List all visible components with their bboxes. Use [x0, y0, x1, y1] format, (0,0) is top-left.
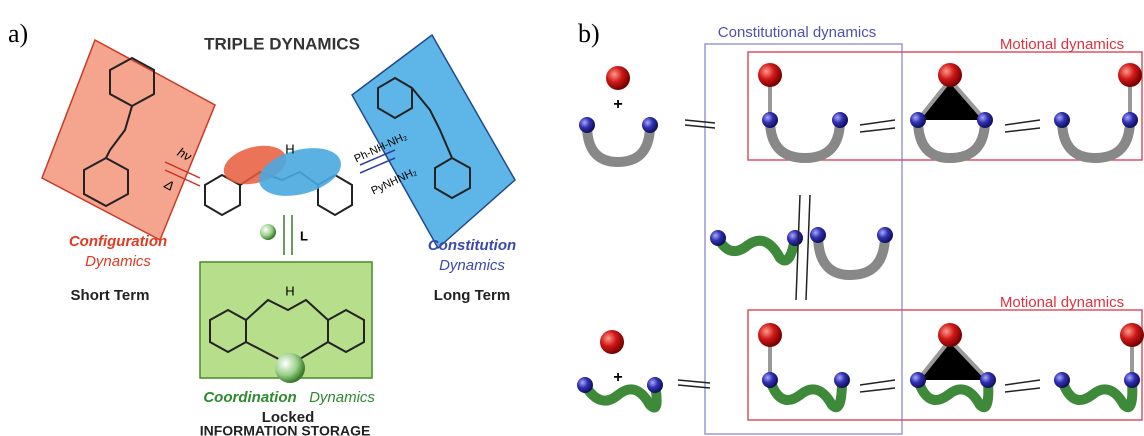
- label: Dynamics: [309, 389, 375, 406]
- path-shape: [718, 238, 795, 261]
- label: Constitutional dynamics: [718, 24, 876, 41]
- circle-shape: [938, 63, 962, 87]
- label: b): [578, 19, 600, 48]
- label: Short Term: [71, 287, 150, 304]
- path-shape: [1062, 120, 1130, 158]
- path-shape: [860, 120, 895, 132]
- figure: a) TRIPLE DYNAMICS H H L hν Δ Ph-NH-NH₂ …: [0, 0, 1144, 436]
- path-shape: [1005, 120, 1040, 132]
- text-shape: H: [285, 141, 294, 156]
- circle-shape: [647, 377, 663, 393]
- label: +: [613, 96, 622, 113]
- label: Motional dynamics: [1000, 294, 1124, 311]
- path-shape: [1062, 380, 1132, 407]
- label: Long Term: [434, 287, 510, 304]
- panel-b: b) Constitutional dynamics Motional dyna…: [577, 19, 1144, 434]
- circle-shape: [938, 323, 962, 347]
- path-shape: [818, 235, 885, 275]
- label: Dynamics: [85, 253, 151, 270]
- label: Dynamics: [439, 257, 505, 274]
- circle-shape: [1054, 112, 1070, 128]
- circle-shape: [710, 230, 726, 246]
- circle-shape: [579, 117, 595, 133]
- path-shape: [918, 380, 988, 407]
- path-shape: [585, 385, 657, 408]
- circle-shape: [600, 330, 624, 354]
- path-shape: [770, 120, 840, 158]
- circle-shape: [977, 112, 993, 128]
- label: L: [300, 228, 308, 243]
- circle-shape: [1118, 63, 1142, 87]
- circle-shape: [577, 377, 593, 393]
- circle-shape: [834, 372, 850, 388]
- circle-shape: [980, 372, 996, 388]
- circle-shape: [758, 323, 782, 347]
- circle-shape: [877, 227, 893, 243]
- path-shape: [284, 215, 292, 255]
- text-shape: H: [285, 283, 294, 298]
- g-shape: [678, 120, 1040, 392]
- polygon-shape: [42, 40, 215, 240]
- label: Motional dynamics: [1000, 36, 1124, 53]
- g-shape: [577, 112, 1140, 393]
- label: a): [8, 19, 28, 48]
- circle-shape: [762, 372, 778, 388]
- rect-shape: [705, 44, 902, 434]
- circle-shape: [910, 112, 926, 128]
- circle-shape: [1124, 372, 1140, 388]
- path-shape: [1005, 380, 1040, 392]
- path-shape: [770, 380, 842, 407]
- circle-shape: [1122, 112, 1138, 128]
- circle-shape: [910, 372, 926, 388]
- label: Configuration: [69, 233, 167, 250]
- label: INFORMATION STORAGE: [200, 423, 371, 436]
- circle-shape: [758, 63, 782, 87]
- label: Constitution: [428, 237, 516, 254]
- label: +: [613, 369, 622, 386]
- label: Coordination: [203, 389, 296, 406]
- circle-shape: [1054, 372, 1070, 388]
- path-shape: [860, 380, 895, 392]
- circle-shape: [1120, 323, 1144, 347]
- polygon-shape: [352, 35, 515, 248]
- label: TRIPLE DYNAMICS: [204, 34, 360, 53]
- circle-shape: [762, 112, 778, 128]
- circle-shape: [832, 112, 848, 128]
- circle-shape: [642, 117, 658, 133]
- circle-shape: [787, 230, 803, 246]
- panel-a: a) TRIPLE DYNAMICS H H L hν Δ Ph-NH-NH₂ …: [8, 19, 516, 436]
- circle-shape: [260, 224, 276, 240]
- path-shape: [918, 120, 985, 158]
- path-shape: [685, 120, 715, 128]
- circle-shape: [275, 353, 305, 383]
- circle-shape: [606, 66, 630, 90]
- circle-shape: [810, 227, 826, 243]
- path-shape: [587, 125, 650, 162]
- path-shape: [796, 195, 810, 300]
